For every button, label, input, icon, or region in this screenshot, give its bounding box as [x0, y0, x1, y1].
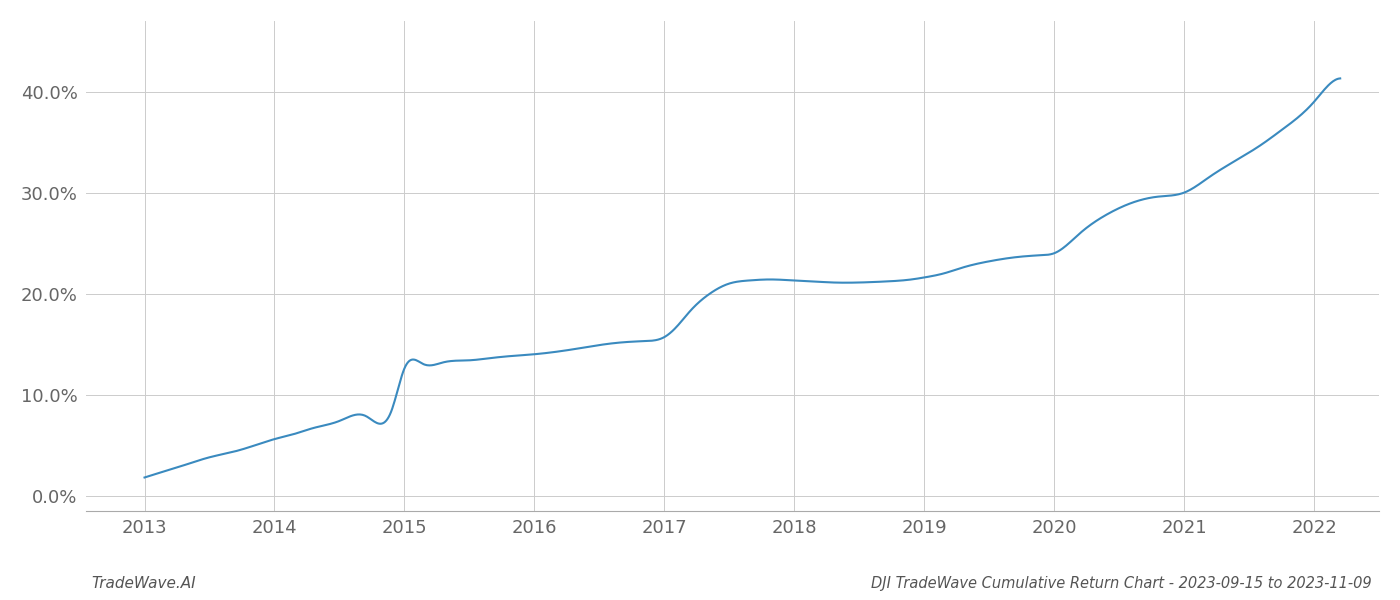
Text: DJI TradeWave Cumulative Return Chart - 2023-09-15 to 2023-11-09: DJI TradeWave Cumulative Return Chart - …: [871, 576, 1372, 591]
Text: TradeWave.AI: TradeWave.AI: [91, 576, 196, 591]
